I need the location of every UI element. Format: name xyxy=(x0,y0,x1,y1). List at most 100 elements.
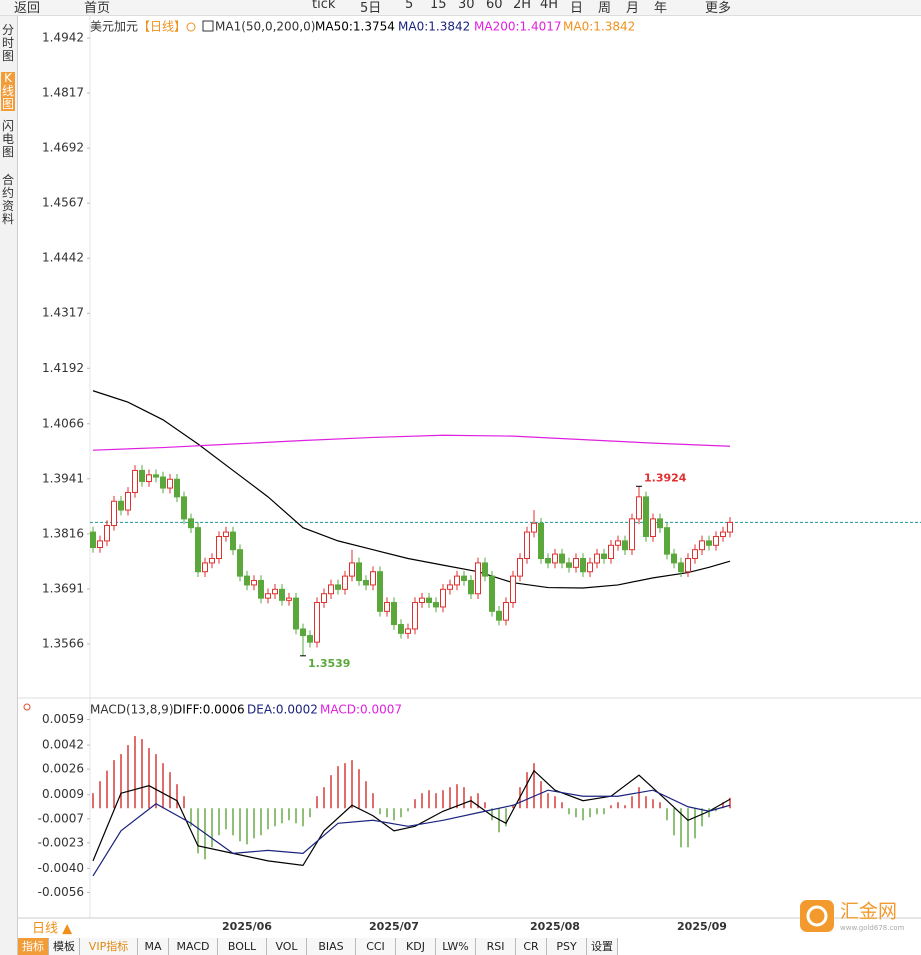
bottom-tab[interactable]: BOLL xyxy=(218,938,267,955)
candle-body xyxy=(524,531,530,560)
toolbar-button[interactable]: 2H xyxy=(513,0,532,12)
candle-body xyxy=(489,575,495,612)
y-tick-label: 1.4817 xyxy=(42,86,84,100)
add-icon[interactable] xyxy=(186,22,196,32)
y-tick-label: -0.0007 xyxy=(38,811,84,825)
y-tick-label: 0.0059 xyxy=(42,712,84,726)
bottom-tab[interactable]: KDJ xyxy=(396,938,436,955)
symbol-title: 美元加元 xyxy=(90,20,138,34)
x-tick-label: 2025/06 xyxy=(222,920,272,933)
candle-body xyxy=(454,575,460,586)
bottom-tab[interactable]: 指标 xyxy=(18,938,49,955)
y-tick-label: 1.3941 xyxy=(42,471,84,485)
candle-body xyxy=(356,562,362,582)
y-tick-label: 1.4442 xyxy=(42,251,84,265)
bottom-tab[interactable]: MACD xyxy=(169,938,218,955)
logo-url: www.gold678.com xyxy=(840,924,905,932)
toolbar-button[interactable]: 周 xyxy=(598,1,612,16)
y-tick-label: 0.0026 xyxy=(42,762,84,776)
toolbar-button[interactable]: tick xyxy=(312,0,336,12)
toolbar-button[interactable]: 年 xyxy=(654,1,668,16)
toolbar-button[interactable]: 返回 xyxy=(14,1,41,16)
candle-body xyxy=(412,602,418,630)
candle-body xyxy=(230,531,236,551)
candle-body xyxy=(132,469,138,493)
bottom-tab[interactable]: MA xyxy=(138,938,169,955)
candle-body xyxy=(153,474,159,478)
y-tick-label: 1.3566 xyxy=(42,636,84,650)
candle-body xyxy=(405,628,411,634)
bottom-tab[interactable]: VIP指标 xyxy=(80,938,138,955)
bottom-tab[interactable]: CR xyxy=(516,938,547,955)
x-tick-label: 2025/07 xyxy=(369,920,419,933)
candle-body xyxy=(468,580,474,595)
y-tick-label: 1.4567 xyxy=(42,196,84,210)
bottom-tab[interactable]: 模板 xyxy=(49,938,80,955)
toolbar-button[interactable]: 日 xyxy=(570,1,584,16)
side-tab[interactable]: 合约资料 xyxy=(1,173,14,226)
candle-body xyxy=(363,580,369,586)
candle-body xyxy=(181,496,187,520)
legend-entry: DIFF:0.0006 xyxy=(173,703,245,717)
candle-body xyxy=(447,584,453,590)
bottom-tab[interactable]: CCI xyxy=(356,938,396,955)
candle-body xyxy=(587,562,593,573)
side-tab[interactable]: 分时图 xyxy=(1,23,14,63)
legend-entry: MA0:1.3842 xyxy=(563,20,635,34)
candle-body xyxy=(321,593,327,604)
candle-body xyxy=(685,558,691,573)
bottom-tab[interactable]: PSY xyxy=(547,938,587,955)
legend-entry: MA50:1.3754 xyxy=(315,20,395,34)
candle-body xyxy=(664,527,670,555)
candle-body xyxy=(146,474,152,482)
candle-body xyxy=(293,597,299,630)
candle-body xyxy=(699,540,705,551)
bottom-tab[interactable]: VOL xyxy=(267,938,307,955)
toolbar-button[interactable]: 30 xyxy=(458,0,475,12)
candle-body xyxy=(706,540,712,546)
candle-body xyxy=(188,518,194,529)
logo-mark xyxy=(806,905,828,927)
bottom-tab[interactable]: RSI xyxy=(476,938,516,955)
toolbar-button[interactable]: 60 xyxy=(486,0,503,12)
toolbar-button[interactable]: 5日 xyxy=(360,1,382,16)
toolbar-button[interactable]: 月 xyxy=(626,1,640,16)
candle-body xyxy=(174,478,180,498)
toolbar-button[interactable]: 更多 xyxy=(705,1,732,16)
candle-body xyxy=(713,535,719,546)
candle-body xyxy=(503,602,509,621)
candle-body xyxy=(349,562,355,577)
toolbar-button[interactable]: 首页 xyxy=(84,1,111,16)
bottom-tab[interactable]: 设置 xyxy=(587,938,618,955)
y-tick-label: 1.4692 xyxy=(42,141,84,155)
indicator-label: MA1(50,0,200,0) xyxy=(215,20,315,34)
period-selector[interactable]: 日线 ▲ xyxy=(32,922,72,937)
candle-body xyxy=(559,553,565,564)
candle-body xyxy=(720,531,726,537)
y-tick-label: 1.3816 xyxy=(42,526,84,540)
candle-body xyxy=(629,518,635,551)
bottom-tab[interactable]: LW% xyxy=(436,938,476,955)
candle-body xyxy=(573,558,579,568)
toolbar-button[interactable]: 4H xyxy=(540,0,559,12)
candle-body xyxy=(482,562,488,577)
y-tick-label: -0.0056 xyxy=(38,885,84,899)
toolbar-button[interactable]: 5 xyxy=(405,0,414,12)
candle-body xyxy=(251,580,257,586)
side-tab[interactable]: 闪电图 xyxy=(1,119,14,159)
bottom-tab[interactable]: BIAS xyxy=(307,938,356,955)
side-tab[interactable]: K线图 xyxy=(1,71,15,111)
candle-body xyxy=(244,575,250,586)
candle-body xyxy=(377,571,383,612)
candle-body xyxy=(657,518,663,529)
candle-body xyxy=(615,540,621,546)
period-label: 【日线】 xyxy=(138,20,186,34)
toolbar-button[interactable]: 15 xyxy=(430,0,447,12)
candle-body xyxy=(223,531,229,537)
settings-icon[interactable] xyxy=(23,703,31,711)
candle-body xyxy=(286,597,292,601)
y-tick-label: 1.3691 xyxy=(42,581,84,595)
legend-entry: MACD:0.0007 xyxy=(320,703,402,717)
candle-body xyxy=(237,549,243,577)
candle-body xyxy=(279,588,285,601)
